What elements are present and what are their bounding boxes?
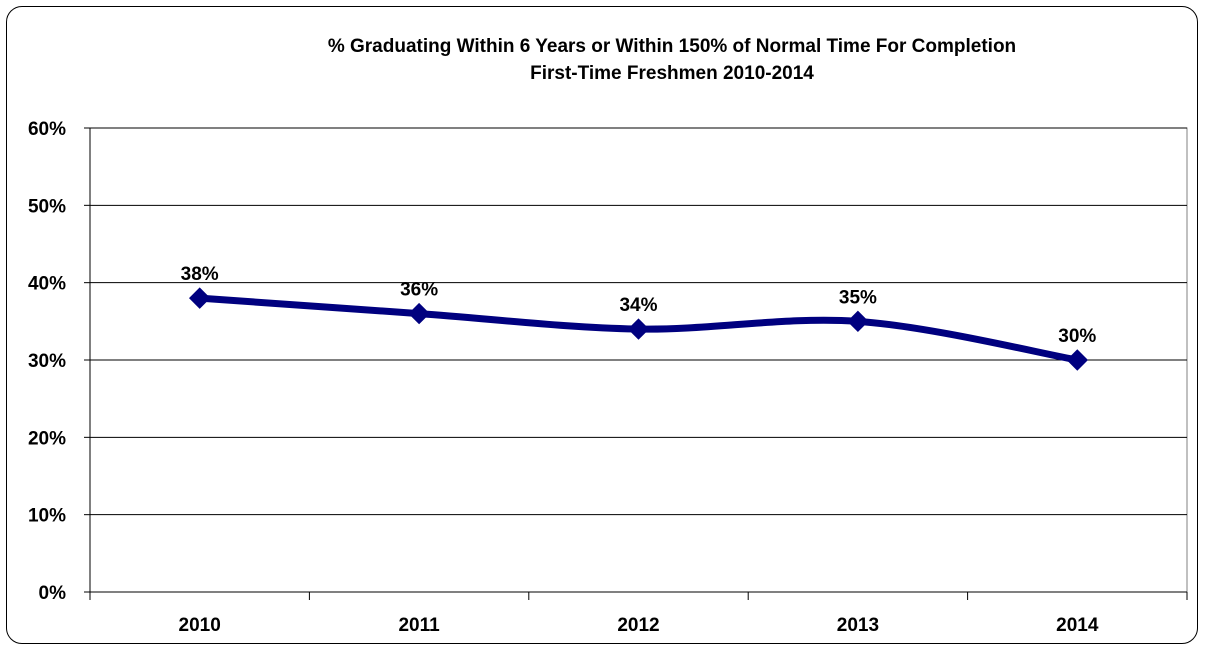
data-point-marker <box>847 310 869 333</box>
data-point-marker <box>408 302 430 325</box>
data-point-marker <box>188 287 211 309</box>
y-tick-label: 10% <box>28 506 66 527</box>
x-tick-label: 2012 <box>617 615 659 636</box>
series-layer <box>188 287 1089 371</box>
x-tick-label: 2010 <box>179 615 221 636</box>
axes <box>84 127 1188 600</box>
data-point-marker <box>1066 349 1089 371</box>
data-label: 38% <box>181 264 219 285</box>
y-tick-label: 20% <box>28 428 66 449</box>
x-tick-label: 2013 <box>837 615 879 636</box>
x-tick-label: 2011 <box>398 615 440 636</box>
y-tick-label: 60% <box>28 119 66 140</box>
y-tick-label: 0% <box>39 583 67 604</box>
x-tick-label: 2014 <box>1056 615 1099 636</box>
data-label: 36% <box>400 280 438 301</box>
y-tick-label: 40% <box>28 274 66 295</box>
labels-layer: 0% 10% 20% 30% 40% 50% 60% 2010 2011 2012 2013 2014… <box>28 119 1099 636</box>
chart-subtitle: First-Time Freshmen 2010-2014 <box>530 63 814 84</box>
chart-title: % Graduating Within 6 Years or Within 15… <box>328 36 1016 57</box>
y-tick-label: 50% <box>28 196 66 217</box>
y-tick-label: 30% <box>28 351 66 372</box>
data-label: 34% <box>619 295 657 316</box>
data-label: 35% <box>839 287 877 308</box>
grid-lines <box>89 127 1188 593</box>
data-label: 30% <box>1058 326 1096 347</box>
data-point-marker <box>627 318 650 340</box>
